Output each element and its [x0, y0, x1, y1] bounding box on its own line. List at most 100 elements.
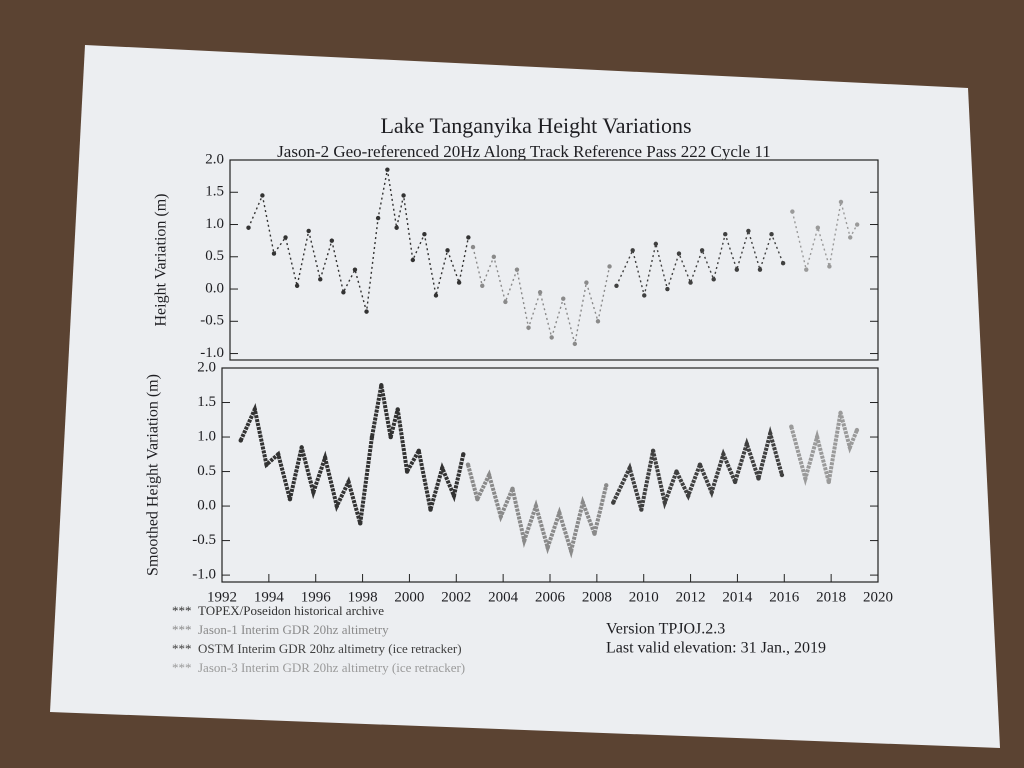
- annotation: Last valid elevation: 31 Jan., 2019: [606, 640, 826, 657]
- data-point: [533, 503, 539, 509]
- data-point: [341, 290, 346, 295]
- data-point: [510, 486, 515, 492]
- data-point: [369, 434, 375, 440]
- data-point: [394, 225, 399, 230]
- data-point: [757, 267, 763, 272]
- data-point: [779, 472, 785, 478]
- x-tick-label: 2014: [722, 589, 753, 605]
- legend-label: Jason-1 Interim GDR 20hz altimetry: [198, 622, 389, 637]
- data-point: [838, 199, 844, 205]
- data-point: [422, 231, 427, 237]
- x-tick-label: 2004: [488, 589, 519, 605]
- data-point: [607, 264, 612, 269]
- data-point: [401, 193, 406, 198]
- legend-marker: ***: [172, 660, 192, 675]
- legend-label: OSTM Interim GDR 20hz altimetry (ice ret…: [198, 641, 462, 656]
- data-point: [756, 476, 761, 481]
- data-point: [557, 510, 562, 516]
- x-tick-label: 1992: [207, 589, 237, 605]
- y-tick-label: 0.5: [197, 463, 216, 479]
- data-point: [385, 167, 390, 172]
- legend-marker: ***: [172, 622, 192, 637]
- y-tick-label: 0.0: [197, 498, 216, 514]
- data-point: [814, 434, 820, 440]
- legend-label: TOPEX/Poseidon historical archive: [198, 603, 384, 618]
- data-point: [416, 448, 421, 454]
- y-tick-label: 1.0: [197, 428, 216, 444]
- y-tick-label: 1.5: [205, 184, 224, 200]
- x-tick-label: 2002: [441, 589, 471, 605]
- data-point: [537, 290, 543, 295]
- data-point: [732, 479, 738, 485]
- y-tick-label: 0.5: [205, 248, 224, 264]
- y-tick-label: -1.0: [200, 345, 224, 361]
- data-point: [334, 503, 339, 509]
- x-tick-label: 2018: [816, 589, 846, 605]
- data-point: [311, 490, 316, 495]
- data-point: [721, 452, 726, 457]
- y-tick-label: -0.5: [200, 313, 224, 329]
- data-point: [789, 424, 794, 429]
- data-point: [503, 299, 508, 305]
- series-line: [611, 425, 784, 511]
- data-point: [375, 215, 381, 221]
- data-point: [445, 248, 450, 253]
- data-point: [498, 514, 503, 519]
- data-point: [768, 431, 773, 436]
- data-point: [470, 244, 476, 250]
- data-point: [451, 493, 457, 498]
- data-point: [686, 493, 691, 498]
- x-tick-label: 2020: [863, 589, 893, 605]
- y-tick-label: -0.5: [192, 532, 216, 548]
- data-point: [854, 222, 860, 227]
- x-tick-label: 2008: [582, 589, 612, 605]
- x-tick-label: 1996: [301, 589, 332, 605]
- data-point: [364, 309, 369, 314]
- data-point: [318, 277, 323, 282]
- data-point: [433, 293, 439, 298]
- x-tick-label: 2006: [535, 589, 566, 605]
- data-point: [475, 496, 480, 502]
- data-point: [665, 286, 670, 292]
- data-point: [561, 296, 566, 301]
- data-point: [352, 267, 358, 272]
- y-axis-label: Smoothed Height Variation (m): [145, 374, 162, 576]
- data-point: [688, 280, 693, 285]
- data-point: [287, 496, 293, 502]
- data-point: [276, 452, 281, 457]
- data-point: [627, 465, 632, 471]
- data-point: [395, 407, 400, 412]
- data-point: [827, 264, 832, 269]
- data-point: [568, 548, 574, 554]
- data-point: [388, 434, 393, 440]
- x-tick-label: 2000: [394, 589, 424, 605]
- data-point: [604, 483, 609, 488]
- data-point: [642, 293, 647, 298]
- data-point: [465, 462, 471, 467]
- y-tick-label: 1.5: [197, 394, 216, 410]
- legend-label: Jason-3 Interim GDR 20hz altimetry (ice …: [198, 660, 465, 675]
- data-point: [404, 469, 410, 474]
- data-point: [614, 283, 619, 289]
- data-point: [803, 476, 808, 481]
- y-tick-label: 2.0: [205, 151, 224, 167]
- data-point: [723, 231, 728, 237]
- data-point: [440, 465, 445, 471]
- data-point: [522, 538, 527, 543]
- data-point: [653, 241, 659, 247]
- data-point: [329, 238, 335, 243]
- data-point: [299, 445, 304, 450]
- data-point: [662, 500, 667, 505]
- data-point: [428, 507, 433, 512]
- data-point: [545, 545, 550, 550]
- data-point: [826, 479, 831, 485]
- data-point: [358, 521, 363, 526]
- legend-marker: ***: [172, 641, 192, 656]
- data-point: [238, 438, 243, 443]
- data-point: [790, 209, 795, 214]
- y-tick-label: 2.0: [197, 359, 216, 375]
- y-tick-label: 0.0: [205, 280, 224, 296]
- data-point: [848, 235, 853, 240]
- data-point: [526, 325, 531, 330]
